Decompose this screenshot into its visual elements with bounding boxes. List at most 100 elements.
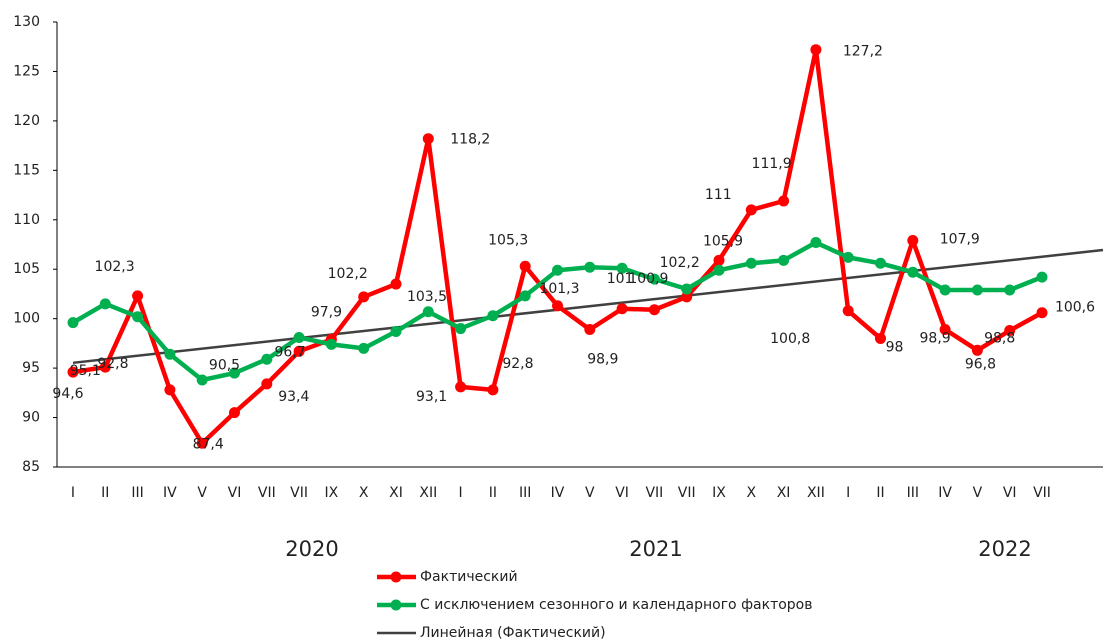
x-tick-label: VII: [678, 485, 696, 501]
x-tick-label: XI: [389, 485, 403, 501]
point: [648, 304, 660, 316]
x-tick-label: VII: [645, 485, 663, 501]
point: [745, 204, 757, 216]
y-tick-label: 90: [22, 410, 40, 426]
x-tick-label: XI: [777, 485, 791, 501]
trend-line: [72, 248, 1104, 365]
data-label: 87,4: [193, 436, 224, 452]
point: [778, 195, 790, 207]
x-tick-label: VI: [615, 485, 629, 501]
x-tick-label: X: [359, 485, 369, 501]
x-tick-label: III: [907, 485, 919, 501]
data-label: 111,9: [752, 156, 792, 172]
x-tick-label: III: [131, 485, 143, 501]
x-tick-label: VII: [290, 485, 308, 501]
data-label: 118,2: [450, 132, 490, 148]
point: [293, 331, 305, 343]
x-tick-label: V: [585, 485, 595, 501]
point: [842, 251, 854, 263]
point: [713, 254, 725, 266]
x-tick-label: I: [71, 485, 75, 501]
point: [939, 284, 951, 296]
data-label: 101: [607, 271, 634, 287]
x-tick-label: IX: [325, 485, 339, 501]
data-label: 102,2: [660, 255, 700, 271]
point: [325, 338, 337, 350]
legend-label: Линейная (Фактический): [420, 625, 606, 641]
point: [99, 298, 111, 310]
data-label: 101,3: [539, 281, 579, 297]
point: [390, 278, 402, 290]
data-label: 94,6: [52, 386, 83, 402]
y-tick-label: 130: [13, 14, 40, 30]
x-tick-label: V: [197, 485, 207, 501]
point: [196, 437, 208, 449]
point: [552, 300, 563, 312]
data-label: 92,8: [97, 356, 128, 372]
point: [487, 310, 499, 322]
data-label: 107,9: [940, 232, 980, 248]
data-label: 97,9: [311, 304, 342, 320]
point: [164, 348, 176, 360]
legend-label: С исключением сезонного и календарного ф…: [420, 597, 813, 613]
x-tick-label: IV: [938, 485, 952, 501]
data-label: 98,8: [984, 331, 1015, 347]
data-label: 98: [886, 339, 904, 355]
point: [519, 260, 531, 272]
point: [422, 306, 434, 318]
point: [584, 261, 596, 273]
data-label: 100,9: [628, 271, 668, 287]
point: [842, 305, 854, 317]
point: [1004, 325, 1016, 337]
x-tick-label: II: [101, 485, 109, 501]
data-label: 98,9: [587, 352, 618, 368]
point: [390, 326, 402, 338]
point: [616, 303, 628, 315]
point: [1036, 307, 1048, 319]
point: [584, 324, 596, 336]
legend-marker: [390, 571, 402, 583]
point: [1036, 271, 1048, 283]
point: [810, 44, 822, 56]
point: [229, 407, 240, 419]
y-tick-label: 120: [13, 113, 40, 129]
point: [971, 344, 983, 356]
x-tick-label: IV: [163, 485, 177, 501]
point: [261, 378, 273, 390]
point: [778, 254, 790, 266]
point: [616, 262, 628, 274]
point: [358, 342, 370, 354]
y-tick-label: 85: [22, 459, 40, 475]
point: [487, 384, 499, 396]
point: [681, 283, 693, 295]
point: [1004, 284, 1016, 296]
point: [875, 332, 886, 344]
x-tick-label: VII: [1033, 485, 1051, 501]
point: [132, 290, 144, 302]
point: [261, 353, 273, 365]
point: [455, 381, 467, 393]
point: [745, 257, 757, 269]
point: [99, 361, 111, 373]
point: [875, 257, 886, 269]
y-tick-label: 100: [13, 311, 40, 327]
point: [67, 366, 79, 378]
data-label: 100,8: [770, 331, 810, 347]
point: [907, 266, 919, 278]
year-label: 2022: [978, 537, 1031, 561]
x-tick-label: III: [519, 485, 531, 501]
data-label: 127,2: [843, 44, 883, 60]
x-tick-label: XII: [807, 485, 825, 501]
point: [164, 384, 176, 396]
data-label: 102,2: [328, 266, 368, 282]
point: [907, 235, 919, 247]
x-tick-label: II: [876, 485, 884, 501]
point: [358, 291, 370, 303]
y-tick-label: 110: [13, 212, 40, 228]
data-label: 93,4: [278, 389, 309, 405]
x-tick-label: I: [459, 485, 463, 501]
year-label: 2021: [629, 537, 682, 561]
point: [810, 237, 822, 249]
series-line: [72, 47, 1044, 446]
